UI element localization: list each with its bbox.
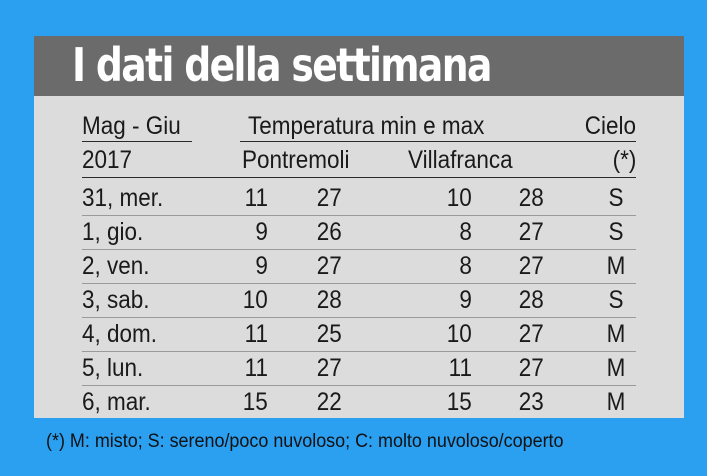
row-villafranca-min: 15 bbox=[446, 388, 472, 416]
row-villafranca-max: 27 bbox=[518, 320, 544, 348]
header-city-villafranca: Villafranca bbox=[408, 146, 513, 174]
row-pontremoli-min: 11 bbox=[244, 184, 268, 212]
row-villafranca-max: 28 bbox=[518, 286, 544, 314]
row-sky: M bbox=[606, 252, 626, 280]
row-pontremoli-min: 9 bbox=[255, 252, 268, 280]
row-villafranca-max: 27 bbox=[518, 218, 544, 246]
header-period: Mag - Giu bbox=[82, 112, 181, 140]
row-sky: M bbox=[606, 388, 626, 416]
row-pontremoli-max: 28 bbox=[316, 286, 342, 314]
header-city-pontremoli: Pontremoli bbox=[242, 146, 350, 174]
row-day: 4, dom. bbox=[82, 320, 158, 348]
header-bottom-rule bbox=[82, 177, 636, 178]
row-day: 31, mer. bbox=[82, 184, 164, 212]
header-rule-temp bbox=[240, 141, 636, 142]
row-pontremoli-max: 26 bbox=[316, 218, 342, 246]
row-villafranca-min: 10 bbox=[446, 320, 472, 348]
row-day: 6, mar. bbox=[82, 388, 151, 416]
header-year: 2017 bbox=[82, 146, 133, 174]
row-sky: M bbox=[606, 354, 626, 382]
row-pontremoli-max: 27 bbox=[316, 354, 342, 382]
row-villafranca-min: 11 bbox=[448, 354, 472, 382]
row-day: 5, lun. bbox=[82, 354, 144, 382]
row-villafranca-min: 8 bbox=[459, 218, 472, 246]
row-day: 2, ven. bbox=[82, 252, 150, 280]
row-divider bbox=[82, 215, 636, 216]
row-villafranca-min: 9 bbox=[459, 286, 472, 314]
header-temperature: Temperatura min e max bbox=[248, 112, 485, 140]
row-pontremoli-min: 11 bbox=[244, 354, 268, 382]
header-sky: Cielo bbox=[584, 112, 636, 140]
title-bar: I dati della settimana bbox=[34, 36, 684, 96]
row-pontremoli-max: 25 bbox=[316, 320, 342, 348]
weather-table-card: I dati della settimana Mag - Giu Tempera… bbox=[34, 36, 684, 418]
row-pontremoli-max: 27 bbox=[316, 252, 342, 280]
row-pontremoli-min: 15 bbox=[242, 388, 268, 416]
row-villafranca-min: 10 bbox=[446, 184, 472, 212]
row-villafranca-max: 27 bbox=[518, 252, 544, 280]
row-villafranca-max: 28 bbox=[518, 184, 544, 212]
row-pontremoli-max: 27 bbox=[316, 184, 342, 212]
row-day: 1, gio. bbox=[82, 218, 144, 246]
row-divider bbox=[82, 385, 636, 386]
row-pontremoli-min: 10 bbox=[242, 286, 268, 314]
row-sky: S bbox=[608, 286, 624, 314]
row-villafranca-max: 23 bbox=[518, 388, 544, 416]
header-sky-note: (*) bbox=[612, 146, 636, 174]
header-rule-period bbox=[82, 141, 192, 142]
row-sky: S bbox=[608, 184, 624, 212]
legend-footnote: (*) M: misto; S: sereno/poco nuvoloso; C… bbox=[46, 430, 564, 452]
row-pontremoli-max: 22 bbox=[316, 388, 342, 416]
row-day: 3, sab. bbox=[82, 286, 150, 314]
row-sky: M bbox=[606, 320, 626, 348]
row-pontremoli-min: 11 bbox=[244, 320, 268, 348]
row-divider bbox=[82, 283, 636, 284]
row-villafranca-max: 27 bbox=[518, 354, 544, 382]
row-sky: S bbox=[608, 218, 624, 246]
row-divider bbox=[82, 249, 636, 250]
row-pontremoli-min: 9 bbox=[255, 218, 268, 246]
row-divider bbox=[82, 351, 636, 352]
page-title: I dati della settimana bbox=[72, 38, 492, 92]
row-villafranca-min: 8 bbox=[459, 252, 472, 280]
row-divider bbox=[82, 317, 636, 318]
